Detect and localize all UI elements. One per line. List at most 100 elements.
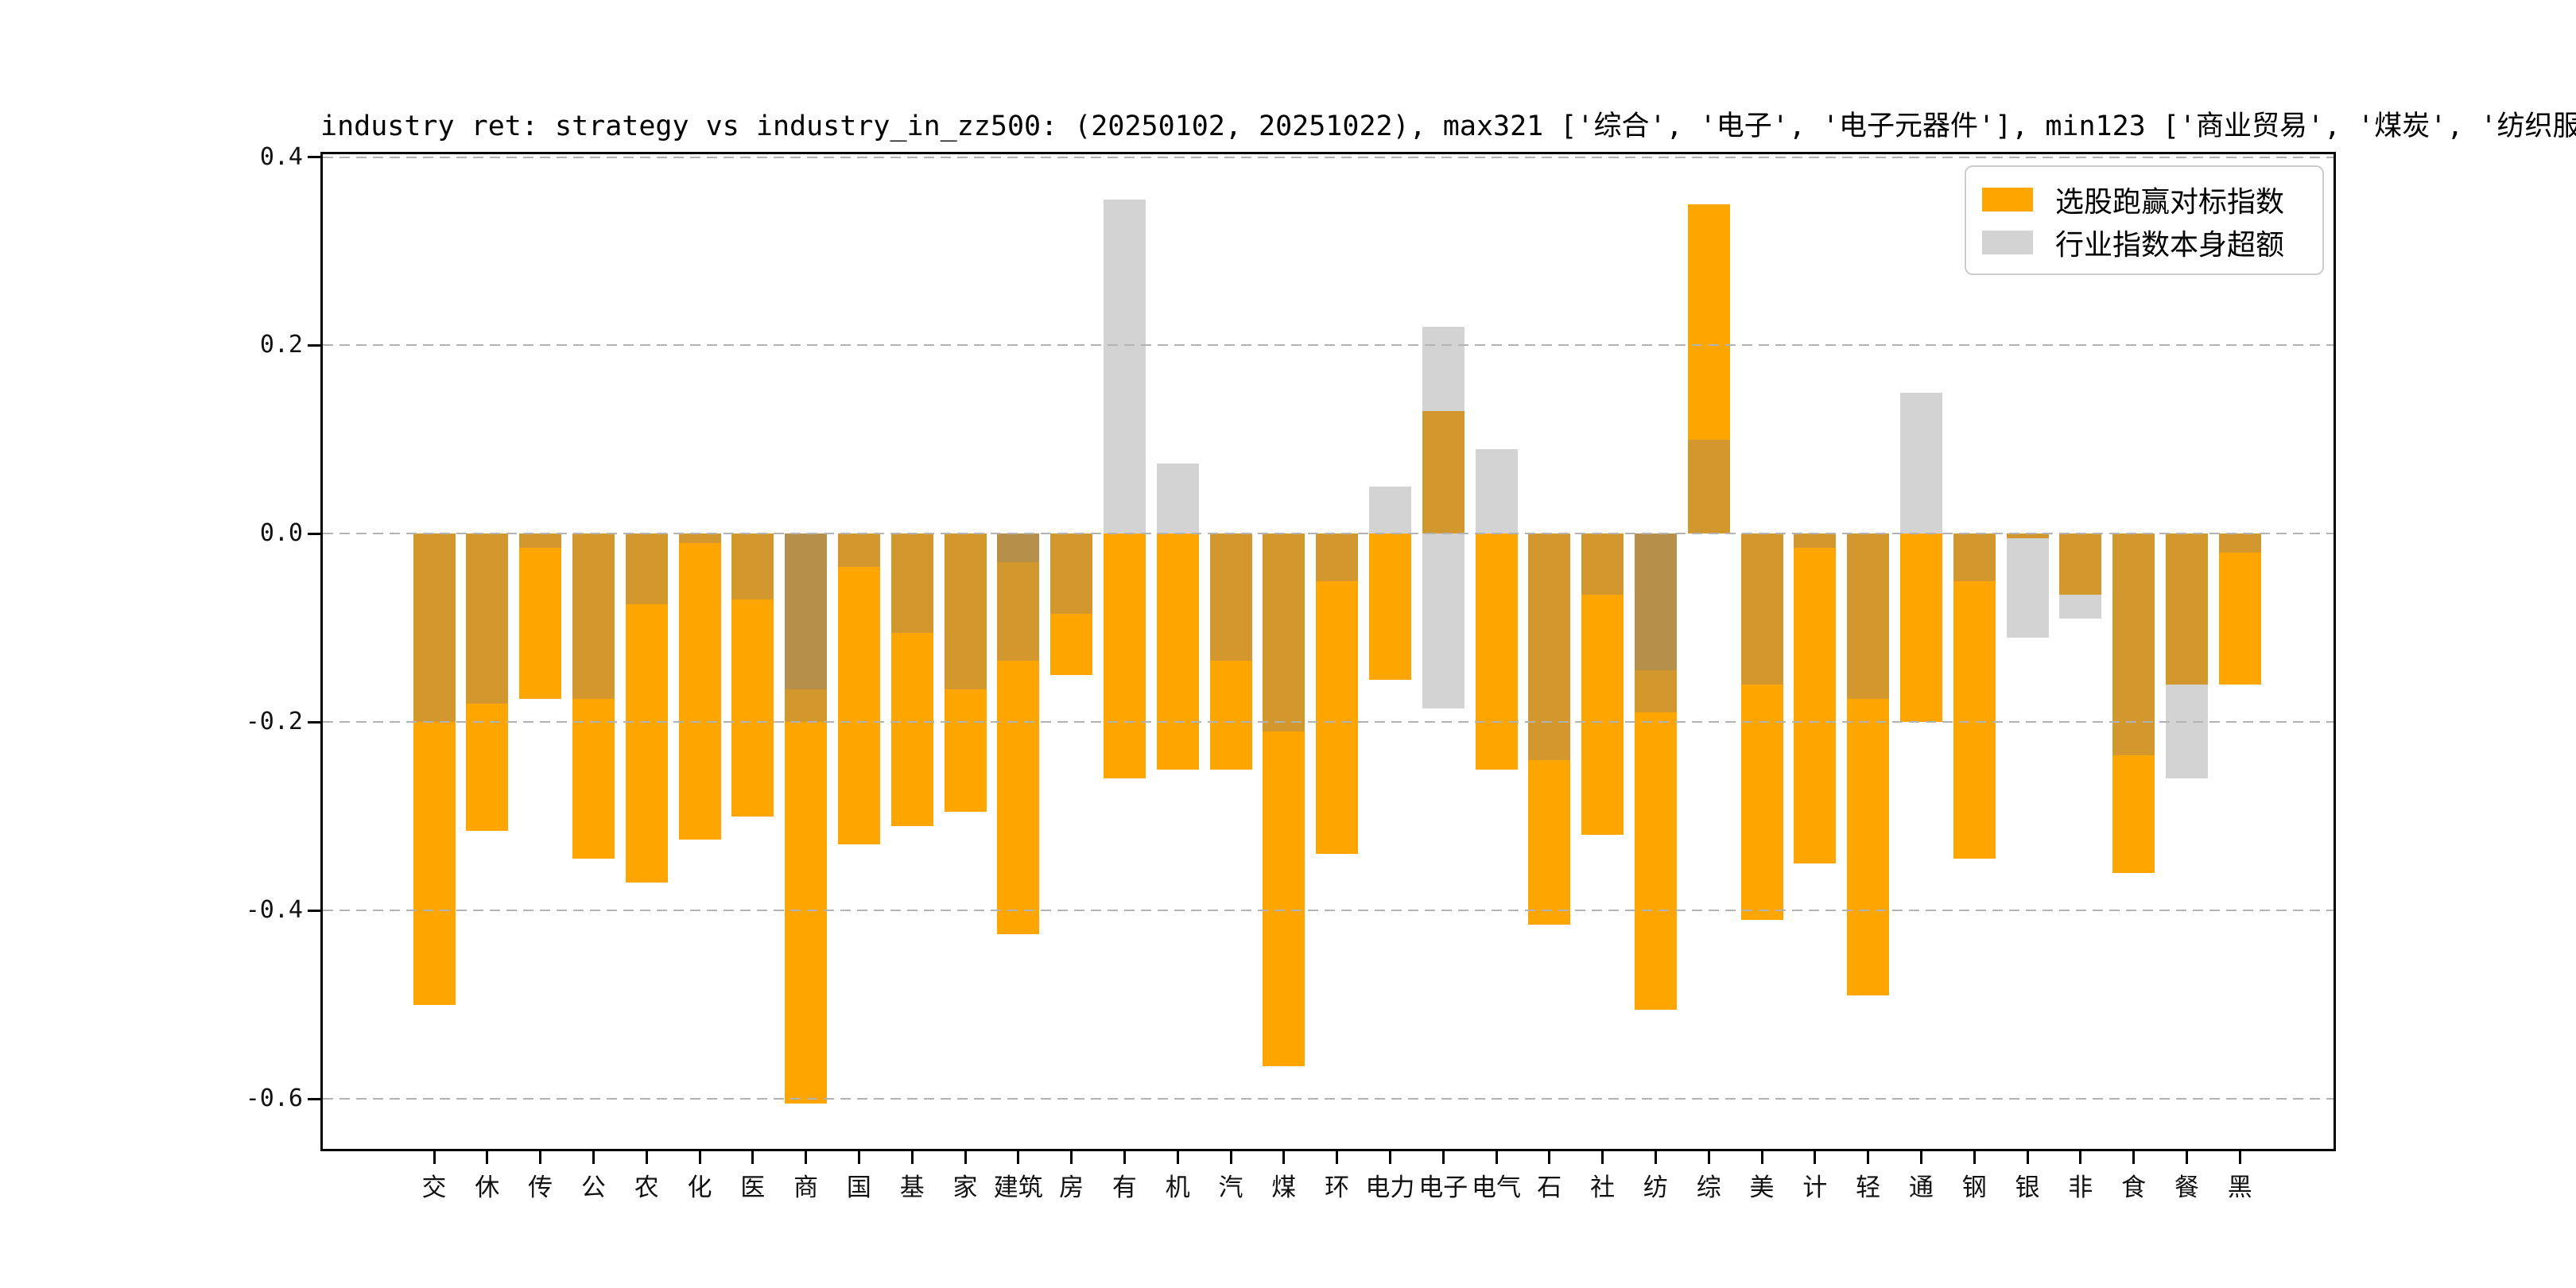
x-tick-mark xyxy=(1495,1151,1498,1164)
gray-bar xyxy=(1475,448,1518,534)
orange-bar xyxy=(1528,533,1571,925)
orange-bar xyxy=(837,533,880,845)
orange-bar xyxy=(1581,533,1624,836)
gridline xyxy=(323,1098,2334,1100)
gray-bar xyxy=(1263,533,1305,732)
gray-bar xyxy=(1899,392,1942,534)
gray-bar xyxy=(1316,533,1359,581)
x-tick-label: 商 xyxy=(793,1174,819,1201)
gray-bar xyxy=(1953,533,1996,581)
x-tick-mark xyxy=(1017,1151,1020,1164)
legend-label: 选股跑赢对标指数 xyxy=(2055,185,2285,218)
gray-bar xyxy=(1581,533,1624,596)
gray-bar xyxy=(1634,533,1677,713)
gridline xyxy=(323,344,2334,347)
y-tick-label: -0.2 xyxy=(245,708,303,736)
gray-bar xyxy=(890,533,933,633)
gray-bar xyxy=(1528,533,1571,760)
x-tick-mark xyxy=(1441,1151,1445,1164)
y-tick-label: 0.4 xyxy=(259,142,303,171)
x-tick-mark xyxy=(1176,1151,1179,1164)
legend-label: 行业指数本身超额 xyxy=(2055,228,2285,261)
orange-bar xyxy=(2059,533,2102,596)
x-tick-label: 计 xyxy=(1802,1174,1828,1201)
x-tick-mark xyxy=(1867,1151,1870,1164)
gray-bar xyxy=(1740,533,1783,685)
x-tick-label: 石 xyxy=(1537,1174,1562,1201)
orange-bar xyxy=(1263,533,1305,1066)
x-tick-mark xyxy=(751,1151,755,1164)
x-tick-mark xyxy=(1070,1151,1073,1164)
gray-bar xyxy=(997,533,1040,661)
x-tick-label: 综 xyxy=(1696,1174,1721,1201)
gray-bar xyxy=(837,533,880,567)
orange-bar xyxy=(1316,533,1359,855)
x-tick-mark xyxy=(1814,1151,1817,1164)
gridline xyxy=(323,721,2334,724)
x-tick-label: 汽 xyxy=(1218,1174,1243,1201)
y-tick-mark xyxy=(308,156,320,159)
gray-swatch-icon xyxy=(1982,231,2033,254)
x-tick-mark xyxy=(910,1151,914,1164)
gray-bar xyxy=(1634,533,1677,671)
orange-bar xyxy=(2112,533,2155,873)
legend-item: 行业指数本身超额 xyxy=(1982,221,2314,264)
gray-bar xyxy=(625,533,668,605)
x-tick-mark xyxy=(1282,1151,1286,1164)
x-tick-mark xyxy=(805,1151,808,1164)
orange-bar xyxy=(1156,533,1199,770)
gray-bar xyxy=(1422,533,1465,708)
x-tick-label: 电子 xyxy=(1418,1174,1468,1201)
gray-bar xyxy=(1847,533,1890,699)
x-tick-label: 交 xyxy=(421,1174,447,1201)
plot-area: 0.4 0.2 0.0 -0.2 -0.4 -0.6 交 休 传公 农 化 医商国 基家建筑房有 机 汽 煤 环… xyxy=(246,143,2336,1201)
x-tick-mark xyxy=(2026,1151,2029,1164)
orange-bar xyxy=(572,533,615,859)
x-tick-label: 化 xyxy=(687,1174,712,1201)
gray-bar xyxy=(1687,439,1730,534)
x-tick-mark xyxy=(964,1151,967,1164)
x-tick-mark xyxy=(1123,1151,1126,1164)
x-tick-label: 基 xyxy=(899,1174,925,1201)
x-tick-mark xyxy=(539,1151,542,1164)
x-tick-mark xyxy=(1601,1151,1604,1164)
gray-bar xyxy=(1156,463,1199,534)
gray-bar xyxy=(785,533,828,723)
orange-bar xyxy=(1953,533,1996,859)
x-tick-label: 银 xyxy=(2015,1174,2040,1201)
gray-bar xyxy=(2218,533,2261,553)
orange-bar xyxy=(1899,533,1942,723)
x-tick-mark xyxy=(2132,1151,2136,1164)
orange-bar xyxy=(1847,533,1890,995)
x-tick-mark xyxy=(698,1151,701,1164)
x-tick-label: 家 xyxy=(952,1174,978,1201)
orange-bar xyxy=(1634,533,1677,1010)
orange-bar xyxy=(413,533,456,1005)
orange-bar xyxy=(678,533,721,840)
x-tick-label: 有 xyxy=(1111,1174,1137,1201)
y-tick-label: 0.2 xyxy=(259,331,303,359)
x-tick-mark xyxy=(1654,1151,1657,1164)
gray-bar xyxy=(1794,533,1837,549)
x-tick-label: 传 xyxy=(528,1174,553,1201)
x-tick-label: 电气 xyxy=(1472,1174,1521,1201)
orange-bar xyxy=(997,533,1040,934)
gridline xyxy=(323,533,2334,535)
x-tick-mark xyxy=(1919,1151,1922,1164)
y-tick-mark xyxy=(308,532,320,535)
orange-bar xyxy=(1368,533,1411,681)
gray-bar xyxy=(731,533,774,600)
gray-bar xyxy=(1050,533,1093,615)
gray-bar xyxy=(1209,533,1252,661)
legend-item: 选股跑赢对标指数 xyxy=(1982,178,2314,221)
x-tick-label: 煤 xyxy=(1271,1174,1297,1201)
orange-bar xyxy=(731,533,774,817)
gray-bar xyxy=(2006,533,2049,638)
y-tick-mark xyxy=(308,909,320,912)
x-tick-label: 美 xyxy=(1749,1174,1775,1201)
y-tick-mark xyxy=(308,343,320,347)
x-tick-label: 休 xyxy=(475,1174,500,1201)
x-tick-mark xyxy=(2079,1151,2082,1164)
chart-title: industry ret: strategy vs industry_in_zz… xyxy=(320,111,2576,142)
